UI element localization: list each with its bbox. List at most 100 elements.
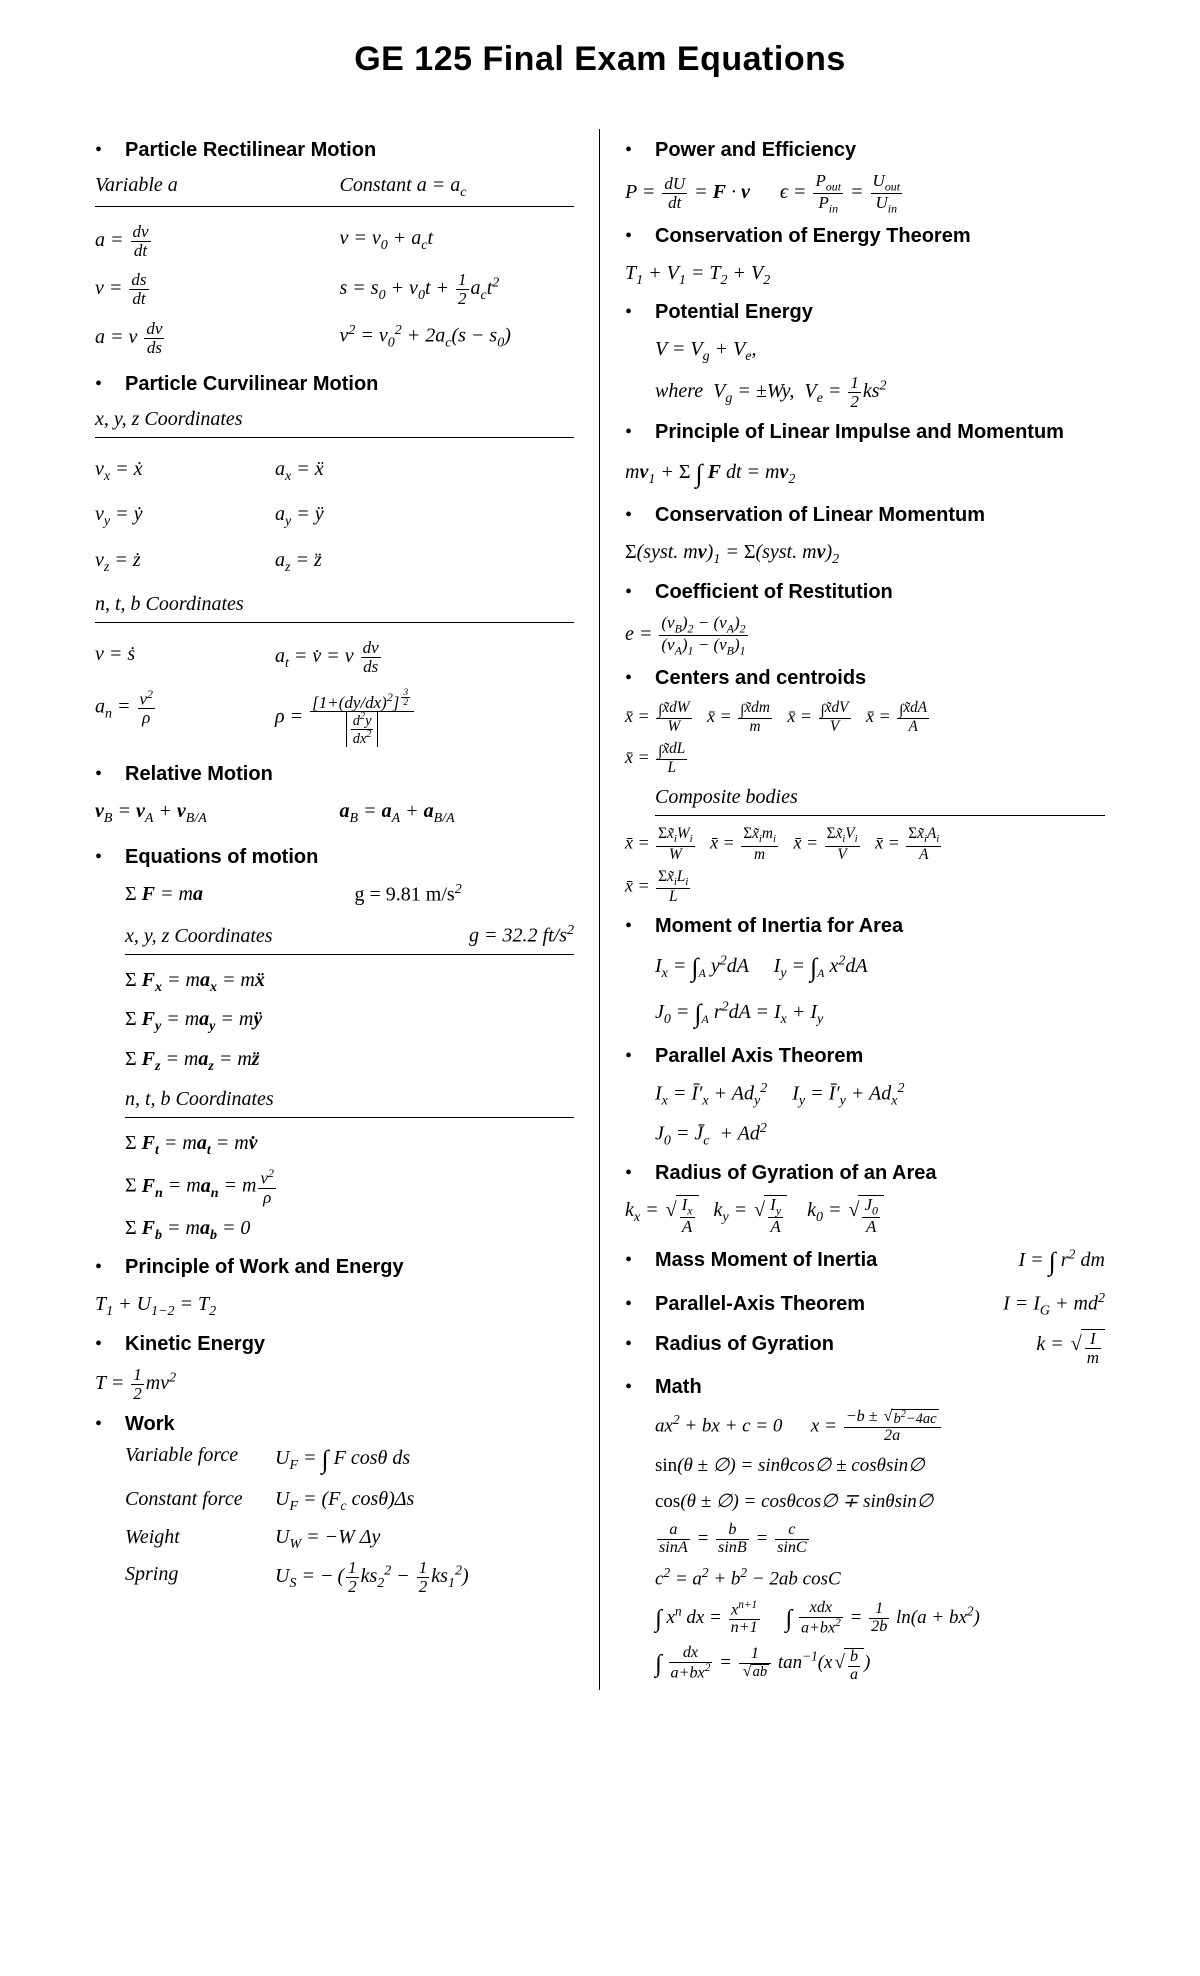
sec-work-energy: •Principle of Work and Energy T1 + U1−2 … [95,1252,574,1323]
eq: c2 = a2 + b2 − 2ab cosC [655,1563,1105,1594]
subhead: n, t, b Coordinates [125,1084,574,1115]
sec-title: Coefficient of Restitution [655,577,893,608]
col-head-var: Variable a [95,170,330,204]
eq: ax2 + bx + c = 0 x = −b ± b2−4ac2a [655,1409,1105,1445]
sec-title: Equations of motion [125,842,318,873]
eq: g = 32.2 ft/s2 [469,920,574,952]
sec-title: Principle of Work and Energy [125,1252,404,1283]
sec-title: Relative Motion [125,759,273,790]
eq: v = dsdt [95,271,330,308]
bullet-icon: • [95,759,125,790]
sec-work: •Work Variable force UF = ∫ F cosθ ds Co… [95,1409,574,1596]
sec-title: Parallel Axis Theorem [655,1041,863,1072]
eq: vy = ẏ [95,499,265,533]
sec-rectilinear: • Particle Rectilinear Motion Variable a… [95,135,574,363]
eq: I = ∫ r2 dm [1018,1242,1105,1282]
sec-rog-area: •Radius of Gyration of an Area kx = IxA … [625,1158,1105,1236]
eq: v = v0 + act [340,223,575,260]
eq: Σ Fx = max = mẍ [125,965,574,999]
eq: ay = ÿ [275,499,574,533]
subhead: Composite bodies [655,782,1105,813]
eq: where Vg = ±Wy, Ve = 12ks2 [655,374,1105,411]
sec-pat-mass: •Parallel-Axis Theorem I = IG + md2 [625,1288,1105,1322]
eq: x̄ = Σx̃iWiW x̄ = Σx̃imim x̄ = Σx̃iViV x… [625,826,1105,862]
sec-title: Kinetic Energy [125,1329,265,1360]
eq: Σ Fb = mab = 0 [125,1213,574,1247]
right-column: •Power and Efficiency P = dUdt = F · v ϵ… [600,129,1130,1690]
columns: • Particle Rectilinear Motion Variable a… [70,129,1130,1690]
sec-lin-mom: •Conservation of Linear Momentum Σ(syst.… [625,500,1105,571]
eq: a = dvdt [95,223,330,260]
eq: s = s0 + v0t + 12act2 [340,271,575,308]
eq: a = v dvds [95,320,330,357]
sec-title: Work [125,1409,175,1440]
subhead: n, t, b Coordinates [95,589,574,620]
sec-moi-area: •Moment of Inertia for Area Ix = ∫A y2dA… [625,911,1105,1035]
sec-title: Centers and centroids [655,663,866,694]
sec-eom: • Equations of motion Σ F = ma g = 9.81 … [95,842,574,1246]
eq: sin(θ ± ∅) = sinθcos∅ ± cosθsin∅ [655,1451,1105,1480]
eq: vx = ẋ [95,454,265,488]
sec-title: Parallel-Axis Theorem [655,1289,865,1320]
sec-title: Particle Curvilinear Motion [125,369,378,400]
sec-title: Math [655,1372,702,1403]
left-column: • Particle Rectilinear Motion Variable a… [70,129,600,1690]
sec-curvilinear: • Particle Curvilinear Motion x, y, z Co… [95,369,574,753]
eq: V = Vg + Ve, [655,334,1105,368]
work-label: Variable force [125,1440,275,1480]
eq: e = (vB)2 − (vA)2(vA)1 − (vB)1 [625,614,1105,657]
eq: Ix = ∫A y2dA Iy = ∫A x2dA [655,948,1105,988]
eq: Ix = Ī′x + Ady2 Iy = Ī′y + Adx2 [655,1078,1105,1112]
sec-title: Radius of Gyration of an Area [655,1158,937,1189]
eq: v2 = v02 + 2ac(s − s0) [340,320,575,357]
eq: mv1 + Σ ∫ F dt = mv2 [625,454,1105,494]
eq: cos(θ ± ∅) = cosθcos∅ ∓ sinθsin∅ [655,1487,1105,1516]
sec-math: •Math ax2 + bx + c = 0 x = −b ± b2−4ac2a… [625,1372,1105,1684]
sec-title: Moment of Inertia for Area [655,911,903,942]
sec-title: Radius of Gyration [655,1329,834,1360]
bullet-icon: • [95,842,125,873]
col-head-const: Constant a = ac [340,170,575,204]
eq: aB = aA + aB/A [340,796,575,830]
rule [95,206,574,207]
sec-rog-mass: •Radius of Gyration k = Im [625,1329,1105,1367]
work-label: Constant force [125,1484,275,1518]
sec-title: Mass Moment of Inertia [655,1245,877,1276]
sec-title: Conservation of Linear Momentum [655,500,985,531]
sec-power: •Power and Efficiency P = dUdt = F · v ϵ… [625,135,1105,215]
eq: g = 9.81 m/s2 [355,879,575,911]
eq: ∫ xn dx = xn+1n+1 ∫ xdxa+bx2 = 12b ln(a … [655,1600,1105,1639]
eq: T1 + V1 = T2 + V2 [625,258,1105,292]
eq: x̄ = Σx̃iLiL [625,869,1105,905]
eq: Σ F = ma [125,879,345,911]
eq: v = ṡ [95,639,265,676]
eq: Σ(syst. mv)1 = Σ(syst. mv)2 [625,537,1105,571]
sec-title: Potential Energy [655,297,813,328]
bullet-icon: • [95,369,125,400]
work-label: Weight [125,1522,275,1556]
eq: UW = −W Δy [275,1522,574,1556]
eq: kx = IxA ky = IyA k0 = J0A [625,1195,1105,1236]
eq: Σ Fn = man = mv2ρ [125,1167,574,1206]
sec-mmoi: •Mass Moment of Inertia I = ∫ r2 dm [625,1242,1105,1282]
eq: ρ = [1+(dy/dx)2]32d2ydx2 [275,688,574,748]
eq: az = z̈ [275,545,574,579]
eq: T = 12mv2 [95,1366,574,1403]
eq: Σ Ft = mat = mv̇ [125,1128,574,1162]
eq: J0 = J̄c + Ad2 [655,1118,1105,1152]
eq: Σ Fy = may = mÿ [125,1004,574,1038]
page: GE 125 Final Exam Equations • Particle R… [0,0,1200,1730]
eq: ax = ẍ [275,454,574,488]
eq: an = v2ρ [95,688,265,748]
sec-pat-area: •Parallel Axis Theorem Ix = Ī′x + Ady2 I… [625,1041,1105,1153]
sec-title: Power and Efficiency [655,135,856,166]
eq: vz = ż [95,545,265,579]
eq: I = IG + md2 [1003,1288,1105,1322]
sec-impulse: •Principle of Linear Impulse and Momentu… [625,417,1105,494]
subhead: x, y, z Coordinates [95,404,574,435]
sec-pe: •Potential Energy V = Vg + Ve, where Vg … [625,297,1105,410]
eq: Σ Fz = maz = mz̈ [125,1044,574,1078]
sec-title: Conservation of Energy Theorem [655,221,971,252]
bullet-icon: • [95,135,125,166]
eq: P = dUdt = F · v ϵ = PoutPin = UoutUin [625,172,1105,215]
